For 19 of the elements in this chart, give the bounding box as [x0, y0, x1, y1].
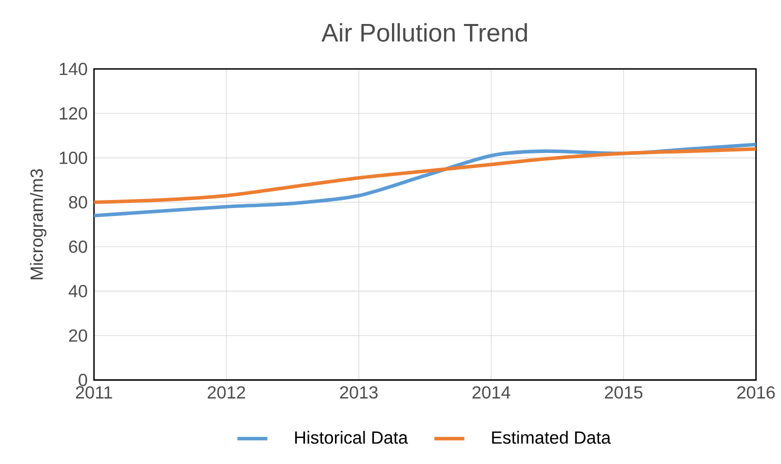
y-tick-label: 120 [60, 107, 88, 120]
y-tick-label: 140 [60, 62, 88, 76]
chart-title: Air Pollution Trend [321, 23, 527, 42]
x-tick-label: 2015 [604, 386, 642, 399]
y-tick-label: 40 [68, 284, 88, 298]
y-tick-label: 60 [69, 240, 88, 253]
y-tick-label: 0 [78, 374, 88, 386]
y-tick-label: 20 [69, 329, 88, 342]
x-tick-label: 2016 [737, 386, 775, 399]
x-tick-label: 2014 [472, 386, 510, 399]
y-tick-label: 100 [60, 152, 88, 164]
x-tick-label: 2013 [340, 386, 378, 399]
y-tick-label: 80 [69, 196, 88, 208]
line-series [94, 147, 756, 204]
legend-label: Historical Data [295, 430, 408, 444]
y-axis-title: Microgram/m3 [30, 169, 46, 280]
x-tick-label: 2012 [208, 386, 246, 399]
x-tick-label: 2011 [76, 386, 112, 399]
legend-label: Estimated Data [492, 430, 611, 444]
